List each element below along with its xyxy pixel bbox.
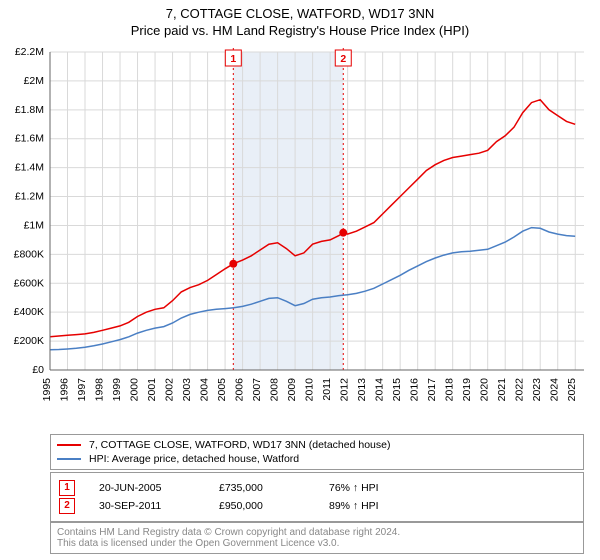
svg-text:2013: 2013 (356, 378, 368, 402)
svg-text:2018: 2018 (444, 378, 456, 402)
chart-svg: £0 £200K £400K £600K £800K £1M £1.2M £1.4M £1.6M… (0, 40, 600, 420)
svg-text:£0: £0 (32, 364, 44, 376)
marker-row: 2 30-SEP-2011 £950,000 89% ↑ HPI (59, 497, 575, 515)
chart-area: £0 £200K £400K £600K £800K £1M £1.2M £1.4M £1.6M… (0, 40, 600, 420)
legend-swatch (57, 444, 81, 446)
marker-num: 1 (59, 480, 75, 496)
svg-text:£400K: £400K (14, 306, 44, 318)
marker-pct: 76% ↑ HPI (329, 479, 419, 497)
svg-text:£1M: £1M (24, 219, 44, 231)
svg-text:£2M: £2M (24, 75, 44, 87)
legend-row: 7, COTTAGE CLOSE, WATFORD, WD17 3NN (det… (57, 438, 577, 452)
svg-text:2010: 2010 (304, 378, 316, 402)
title-address: 7, COTTAGE CLOSE, WATFORD, WD17 3NN (0, 6, 600, 21)
marker-pct: 89% ↑ HPI (329, 497, 419, 515)
svg-text:2021: 2021 (496, 378, 508, 402)
svg-text:1995: 1995 (41, 378, 53, 402)
svg-text:1998: 1998 (94, 378, 106, 402)
svg-text:1996: 1996 (59, 378, 71, 402)
svg-text:2023: 2023 (531, 378, 543, 402)
svg-text:£1.4M: £1.4M (15, 162, 44, 174)
svg-text:2016: 2016 (409, 378, 421, 402)
svg-text:2020: 2020 (479, 378, 491, 402)
svg-text:£2.2M: £2.2M (15, 46, 44, 58)
svg-text:£600K: £600K (14, 277, 44, 289)
svg-text:£1.2M: £1.2M (15, 191, 44, 203)
svg-text:£800K: £800K (14, 248, 44, 260)
svg-text:£200K: £200K (14, 335, 44, 347)
marker-price: £950,000 (219, 497, 329, 515)
svg-text:2: 2 (340, 53, 346, 65)
svg-text:2014: 2014 (374, 378, 386, 402)
legend: 7, COTTAGE CLOSE, WATFORD, WD17 3NN (det… (50, 434, 584, 470)
title-subtitle: Price paid vs. HM Land Registry's House … (0, 23, 600, 38)
svg-text:1997: 1997 (76, 378, 88, 402)
svg-text:2009: 2009 (286, 378, 298, 402)
marker-date: 30-SEP-2011 (99, 497, 219, 515)
svg-text:2001: 2001 (146, 378, 158, 402)
legend-row: HPI: Average price, detached house, Watf… (57, 452, 577, 466)
svg-text:2019: 2019 (461, 378, 473, 402)
svg-text:2005: 2005 (216, 378, 228, 402)
svg-text:£1.6M: £1.6M (15, 133, 44, 145)
svg-text:1999: 1999 (111, 378, 123, 402)
legend-swatch (57, 458, 81, 460)
footer-line: This data is licensed under the Open Gov… (57, 538, 577, 549)
marker-date: 20-JUN-2005 (99, 479, 219, 497)
svg-text:2015: 2015 (391, 378, 403, 402)
svg-text:2000: 2000 (129, 378, 141, 402)
svg-text:£1.8M: £1.8M (15, 104, 44, 116)
marker-table: 1 20-JUN-2005 £735,000 76% ↑ HPI 2 30-SE… (50, 472, 584, 522)
chart-titles: 7, COTTAGE CLOSE, WATFORD, WD17 3NN Pric… (0, 0, 600, 38)
svg-text:2024: 2024 (549, 378, 561, 402)
footer: Contains HM Land Registry data © Crown c… (50, 522, 584, 554)
svg-text:2004: 2004 (199, 378, 211, 402)
svg-text:2003: 2003 (181, 378, 193, 402)
marker-row: 1 20-JUN-2005 £735,000 76% ↑ HPI (59, 479, 575, 497)
svg-text:2012: 2012 (339, 378, 351, 402)
legend-label: 7, COTTAGE CLOSE, WATFORD, WD17 3NN (det… (89, 438, 390, 452)
footer-line: Contains HM Land Registry data © Crown c… (57, 527, 577, 538)
svg-text:2006: 2006 (234, 378, 246, 402)
svg-text:2011: 2011 (321, 378, 333, 401)
marker-num: 2 (59, 498, 75, 514)
svg-text:2017: 2017 (426, 378, 438, 402)
svg-text:2002: 2002 (164, 378, 176, 402)
marker-price: £735,000 (219, 479, 329, 497)
svg-text:2008: 2008 (269, 378, 281, 402)
svg-text:1: 1 (230, 53, 236, 65)
legend-label: HPI: Average price, detached house, Watf… (89, 452, 299, 466)
svg-text:2022: 2022 (514, 378, 526, 402)
svg-text:2007: 2007 (251, 378, 263, 402)
svg-text:2025: 2025 (566, 378, 578, 402)
